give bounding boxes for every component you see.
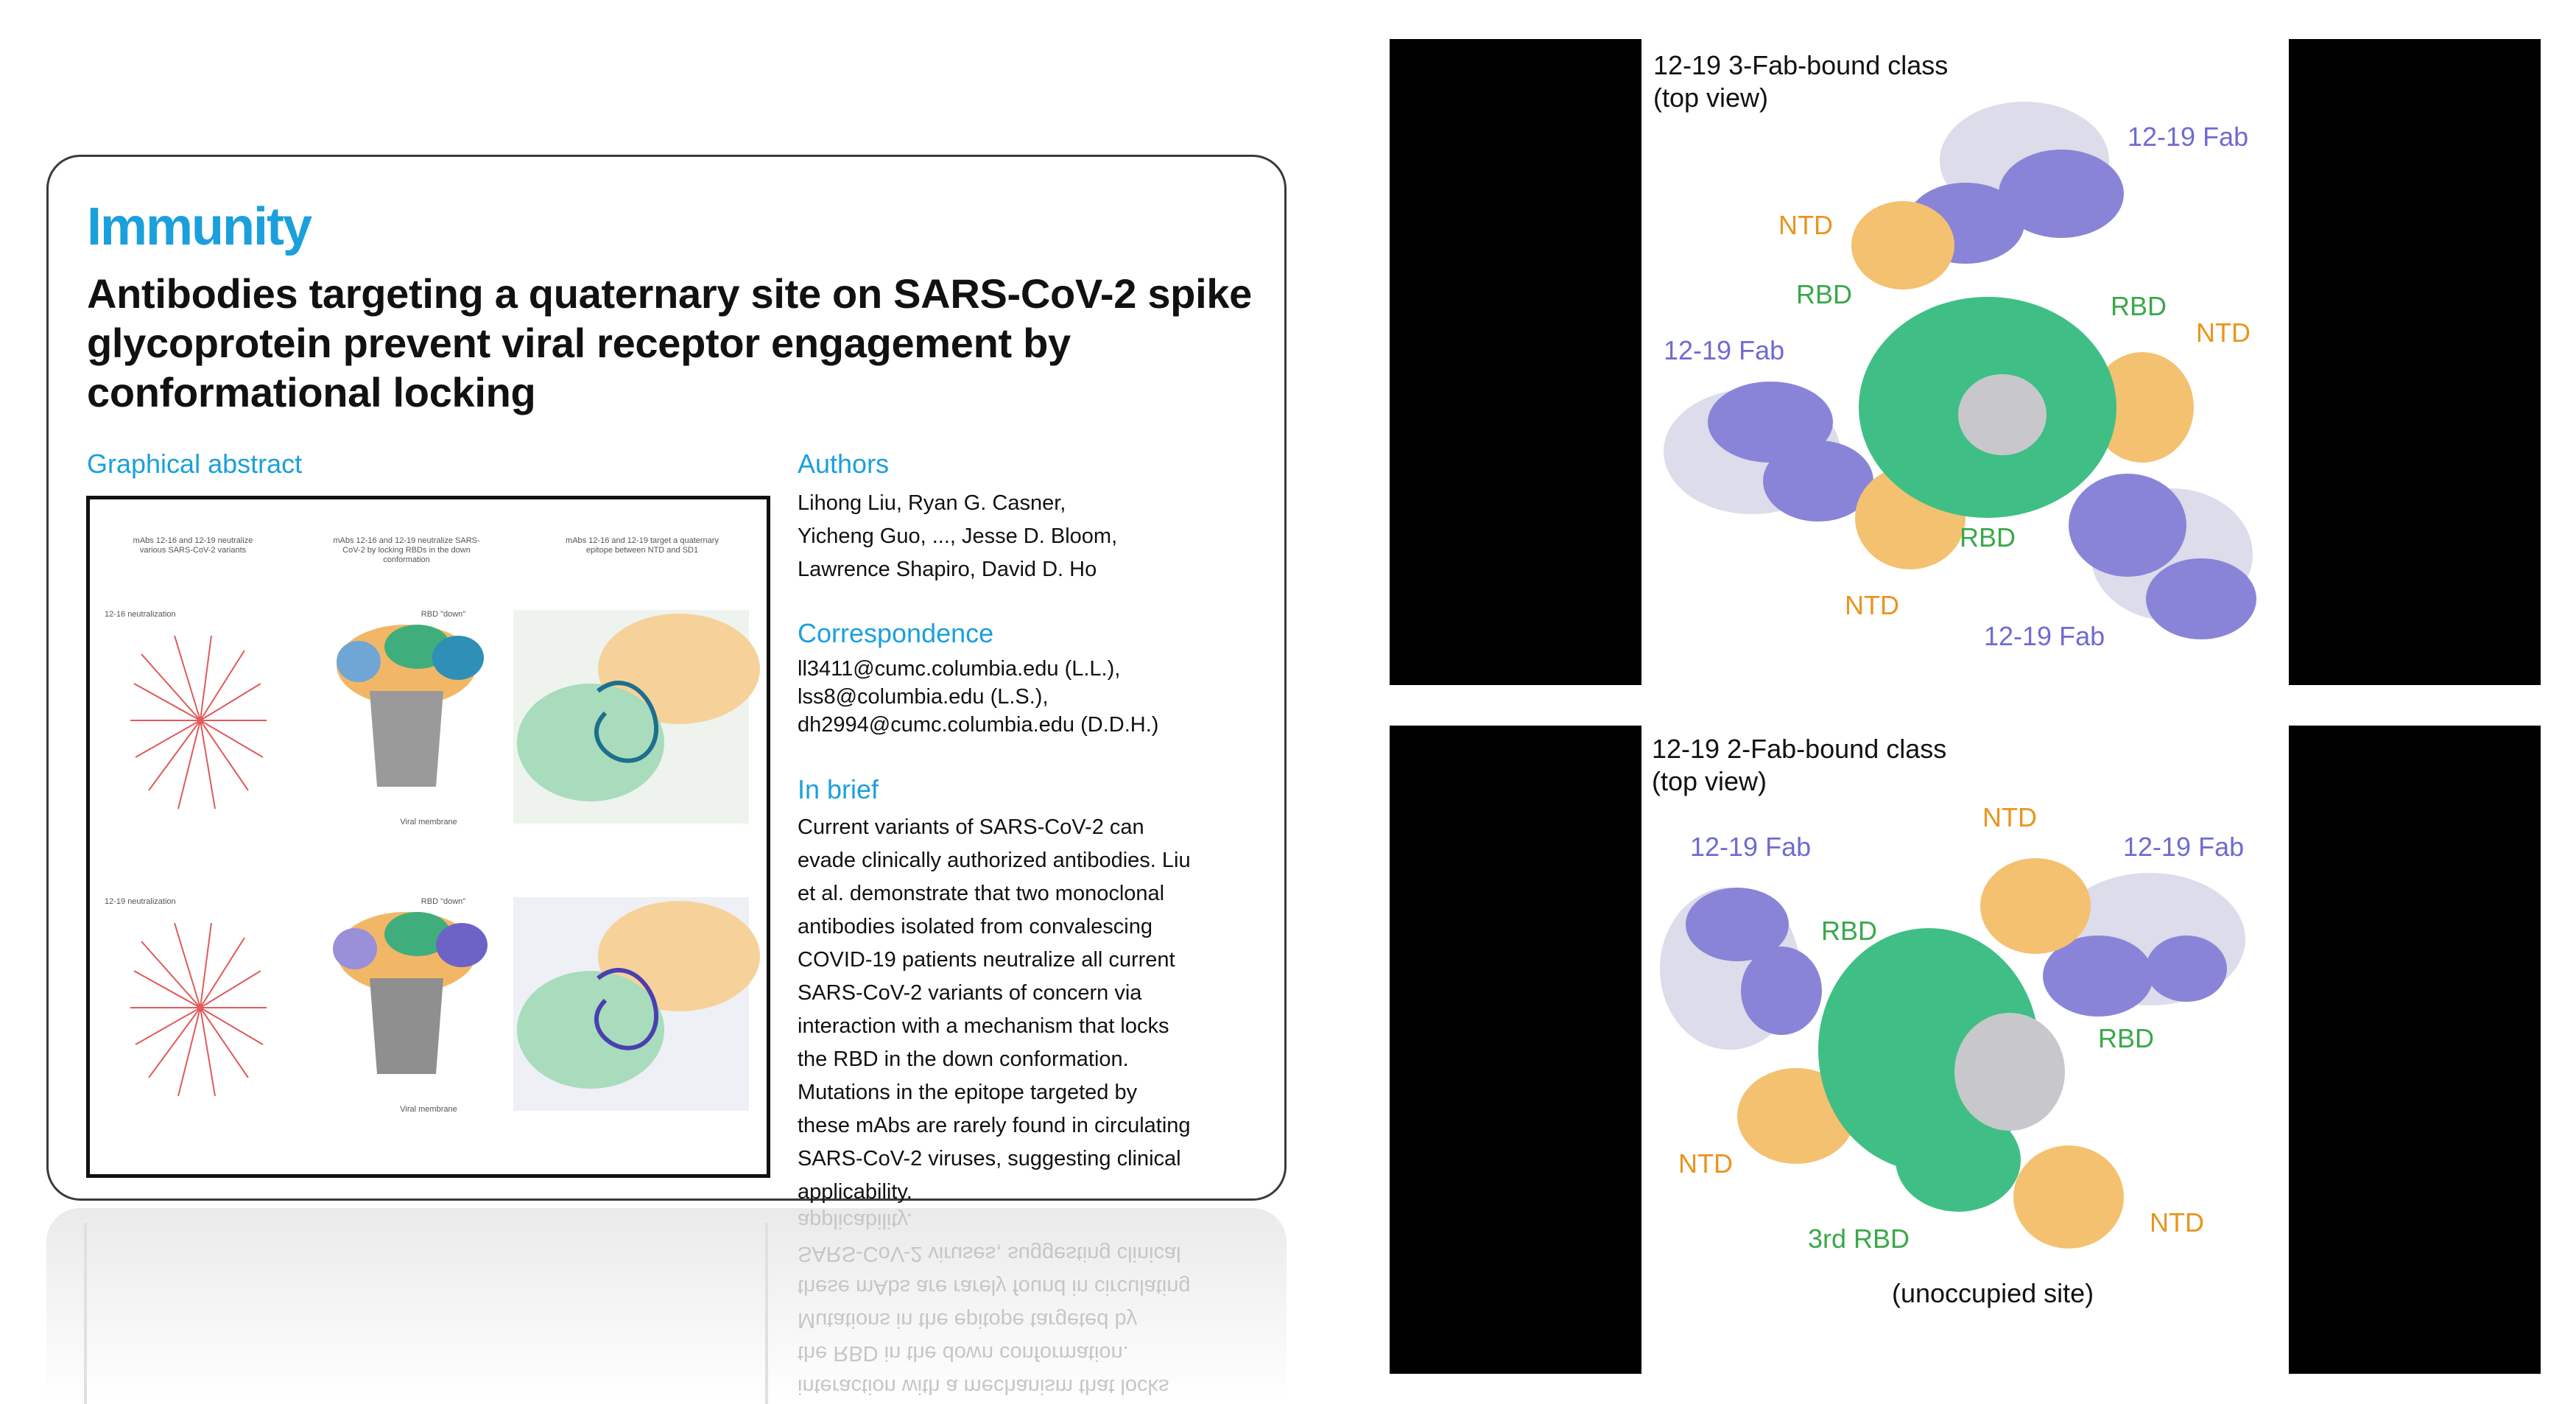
bottom-ntd-label-right: NTD	[2150, 1207, 2204, 1238]
top-rbd-label-1: RBD	[1796, 279, 1853, 309]
ga-rbd-down-label-2: RBD "down"	[420, 897, 466, 906]
correspondence-heading: Correspondence	[798, 618, 994, 648]
bottom-panel-title-1: 12-19 2-Fab-bound class	[1652, 734, 1947, 764]
bottom-unoccupied-label: (unoccupied site)	[1892, 1278, 2094, 1308]
authors-line-2: Yicheng Guo, ..., Jesse D. Bloom,	[798, 524, 1118, 548]
graphical-abstract: mAbs 12-16 and 12-19 neutralize various …	[86, 496, 770, 1178]
top-ntd-label-3: NTD	[1845, 590, 1899, 620]
authors-heading: Authors	[798, 449, 890, 479]
ga-tree-2	[130, 922, 267, 1097]
ga-membrane-label-2: Viral membrane	[400, 1105, 457, 1114]
inbrief-heading: In brief	[798, 774, 879, 804]
inbrief-line: applicability.	[798, 1180, 912, 1204]
ntd-density-1	[1851, 201, 1954, 289]
reflection-line: interaction with a mechanism that locks	[798, 1375, 1169, 1398]
reflection-ga-box	[84, 1223, 768, 1404]
top-panel-title-2: (top view)	[1653, 83, 1769, 113]
fab-density-left	[1664, 382, 1873, 522]
top-fab-label-3: 12-19 Fab	[1984, 621, 2105, 651]
bottom-panel-title-2: (top view)	[1652, 766, 1767, 796]
authors-line-1: Lihong Liu, Ryan G. Casner,	[798, 491, 1066, 515]
inbrief-line: COVID-19 patients neutralize all current	[798, 948, 1175, 972]
top-ntd-label-1: NTD	[1778, 210, 1833, 240]
bottom-right-black-bar	[2289, 726, 2541, 1374]
rbd-third-b	[1896, 1109, 2021, 1212]
bottom-rbd-label-third: 3rd RBD	[1808, 1224, 1910, 1254]
bottom-rbd-label-left: RBD	[1821, 916, 1878, 946]
reflection-line: these mAbs are rarely found in circulati…	[798, 1275, 1191, 1299]
bottom-rbd-label-right: RBD	[2098, 1023, 2155, 1053]
bottom-panel: 12-19 2-Fab-bound class (top view) NTD 1…	[1641, 726, 2289, 1374]
ntd-density-right-b	[2013, 1145, 2124, 1249]
ga-col3-heading: mAbs 12-16 and 12-19 target a quaternary…	[566, 536, 719, 555]
bottom-fab-label-left: 12-19 Fab	[1690, 832, 1812, 862]
ga-illustration	[130, 610, 760, 1111]
bottom-fab-label-right: 12-19 Fab	[2123, 832, 2245, 862]
inbrief-line: SARS-CoV-2 variants of concern via	[798, 981, 1142, 1005]
bottom-density-map	[1660, 858, 2245, 1249]
ga-spike-1	[337, 625, 484, 787]
top-rbd-label-3: RBD	[1960, 522, 2016, 552]
journal-name: Immunity	[87, 197, 312, 256]
inbrief-line: interaction with a mechanism that locks	[798, 1014, 1169, 1038]
ga-col2-heading: mAbs 12-16 and 12-19 neutralize SARS-CoV…	[333, 536, 480, 564]
ga-epitope-2	[513, 897, 760, 1111]
inbrief-line: evade clinically authorized antibodies. …	[798, 849, 1191, 872]
reflection-line: the RBD in the down conformation.	[798, 1341, 1129, 1365]
core-gray-b	[1954, 1013, 2065, 1131]
top-rbd-label-2: RBD	[2111, 291, 2167, 321]
fab-density-right	[2069, 474, 2256, 639]
inbrief-line: these mAbs are rarely found in circulati…	[798, 1114, 1191, 1137]
ntd-density-2	[2091, 352, 2194, 463]
ga-spike-2	[333, 912, 488, 1074]
article-title: Antibodies targeting a quaternary site o…	[87, 270, 1253, 415]
ga-row2-label: 12-19 neutralization	[105, 897, 176, 906]
top-panel-title-1: 12-19 3-Fab-bound class	[1653, 50, 1949, 80]
bottom-left-black-bar	[1390, 726, 1641, 1374]
ga-epitope-1	[513, 610, 760, 824]
core-gray	[1958, 374, 2047, 455]
ntd-density-top-b	[1980, 858, 2091, 954]
inbrief-line: antibodies isolated from convalescing	[798, 915, 1152, 938]
ga-tree-1	[130, 635, 267, 810]
reflection-line: Mutations in the epitope targeted by	[798, 1308, 1138, 1332]
top-fab-label-2: 12-19 Fab	[1664, 335, 1785, 365]
card-reflection: applicability. SARS-CoV-2 viruses, sugge…	[46, 1208, 1287, 1404]
authors-line-3: Lawrence Shapiro, David D. Ho	[798, 558, 1097, 581]
reflection-line: applicability.	[798, 1209, 912, 1232]
ga-row1-label: 12-16 neutralization	[105, 610, 176, 619]
ga-membrane-label-1: Viral membrane	[400, 818, 457, 826]
article-card: Immunity Antibodies targeting a quaterna…	[46, 155, 1287, 1204]
inbrief-line: SARS-CoV-2 viruses, suggesting clinical	[798, 1147, 1181, 1170]
inbrief-line: Current variants of SARS-CoV-2 can	[798, 815, 1144, 839]
correspondence-line-1[interactable]: ll3411@cumc.columbia.edu (L.L.),	[798, 657, 1121, 681]
ga-col1-heading: mAbs 12-16 and 12-19 neutralize various …	[133, 536, 253, 555]
fab-density-right-b	[2043, 873, 2245, 1017]
inbrief-line: Mutations in the epitope targeted by	[798, 1081, 1138, 1104]
top-left-black-bar	[1390, 39, 1641, 685]
graphical-abstract-heading: Graphical abstract	[87, 449, 303, 479]
top-ntd-label-2: NTD	[2196, 317, 2251, 348]
bottom-ntd-label-top: NTD	[1982, 802, 2037, 832]
inbrief-line: et al. demonstrate that two monoclonal	[798, 882, 1165, 905]
inbrief-line: the RBD in the down conformation.	[798, 1047, 1129, 1071]
ga-rbd-down-label-1: RBD "down"	[420, 610, 466, 619]
top-right-black-bar	[2289, 39, 2541, 685]
top-fab-label-1: 12-19 Fab	[2128, 122, 2249, 152]
top-density-map	[1664, 102, 2256, 639]
top-panel: 12-19 3-Fab-bound class (top view) 12-19…	[1641, 39, 2289, 685]
reflection-line: SARS-CoV-2 viruses, suggesting clinical	[798, 1242, 1181, 1266]
correspondence-line-3[interactable]: dh2994@cumc.columbia.edu (D.D.H.)	[798, 713, 1159, 737]
bottom-ntd-label-left: NTD	[1678, 1148, 1733, 1179]
fab-density-left-b	[1660, 888, 1822, 1050]
correspondence-line-2[interactable]: lss8@columbia.edu (L.S.),	[798, 685, 1049, 709]
